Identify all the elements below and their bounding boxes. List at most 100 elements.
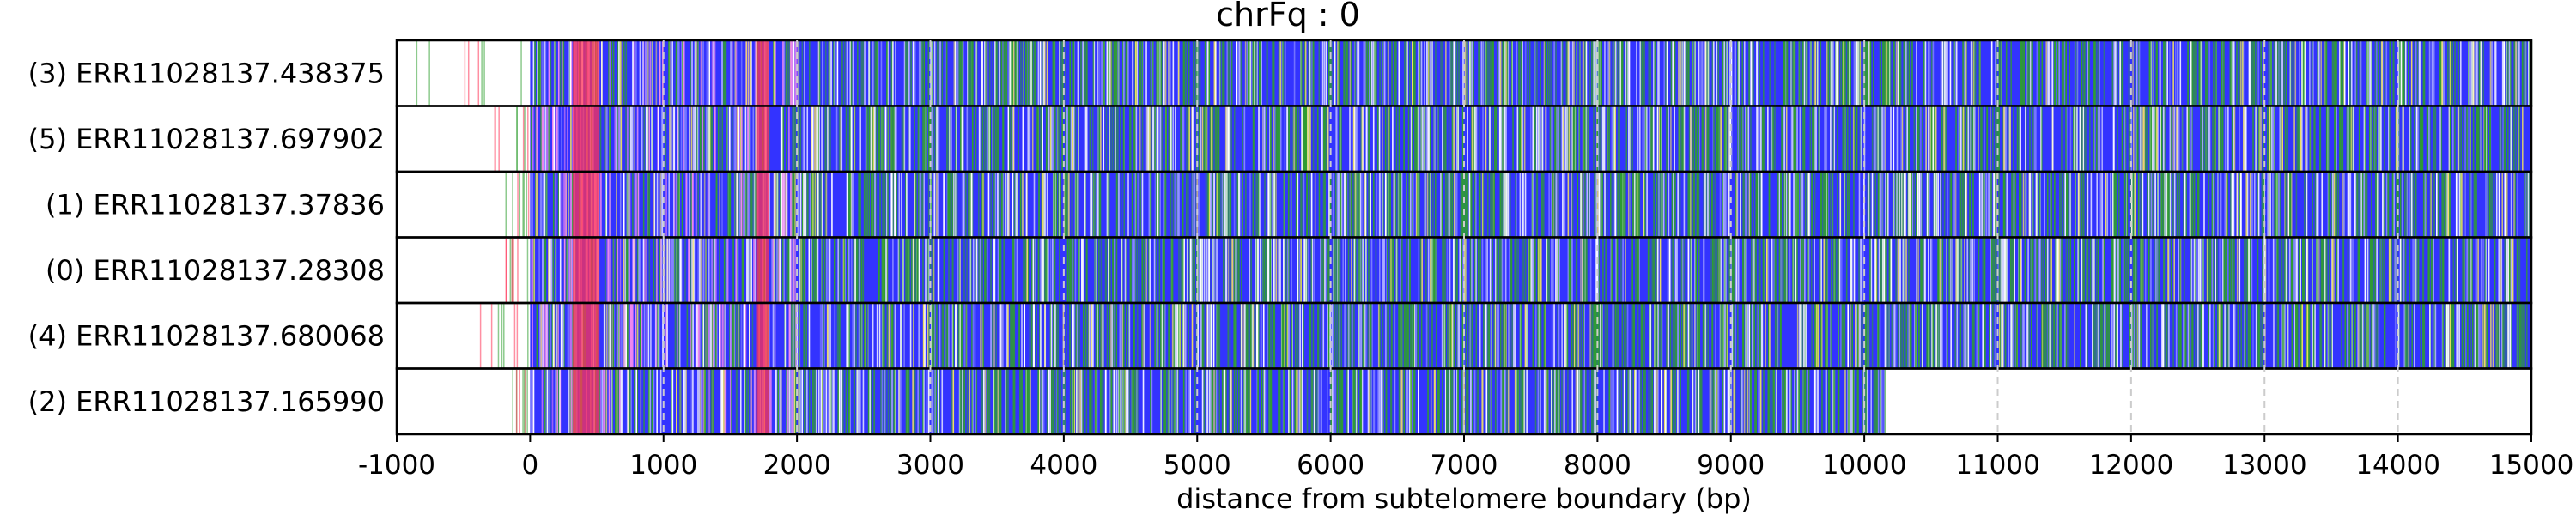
variant-stripe: [933, 172, 935, 238]
variant-stripe: [2081, 106, 2083, 172]
variant-stripe: [1042, 40, 1045, 106]
variant-stripe: [2241, 40, 2244, 106]
variant-stripe: [646, 237, 647, 303]
variant-stripe: [834, 40, 836, 106]
variant-stripe: [787, 40, 788, 106]
variant-stripe: [1339, 106, 1340, 172]
variant-stripe: [917, 172, 920, 238]
variant-stripe: [999, 40, 1001, 106]
variant-stripe: [2083, 40, 2085, 106]
variant-stripe: [2047, 40, 2049, 106]
variant-stripe: [2400, 237, 2403, 303]
variant-stripe: [2518, 40, 2520, 106]
variant-stripe: [1297, 172, 1299, 238]
variant-stripe: [1216, 237, 1218, 303]
variant-stripe: [1423, 106, 1425, 172]
variant-stripe: [2415, 237, 2417, 303]
variant-stripe: [1227, 237, 1230, 303]
variant-stripe: [2132, 106, 2135, 172]
variant-stripe: [1230, 172, 1232, 238]
variant-stripe: [1893, 172, 1895, 238]
variant-stripe: [2251, 40, 2253, 106]
variant-stripe: [1432, 172, 1434, 238]
variant-stripe: [1022, 40, 1024, 106]
variant-stripe: [2272, 237, 2275, 303]
variant-stripe: [1318, 40, 1321, 106]
variant-stripe: [2260, 40, 2262, 106]
variant-stripe: [2404, 237, 2407, 303]
variant-stripe: [1215, 172, 1218, 238]
variant-stripe: [962, 40, 964, 106]
variant-stripe: [843, 40, 846, 106]
variant-stripe: [1708, 172, 1710, 238]
variant-stripe: [2197, 172, 2199, 238]
variant-stripe: [957, 40, 960, 106]
variant-stripe: [1431, 237, 1432, 303]
variant-stripe: [969, 40, 971, 106]
variant-stripe: [1998, 106, 2000, 172]
variant-stripe: [538, 40, 540, 106]
variant-stripe: [709, 106, 712, 172]
variant-stripe: [951, 237, 954, 303]
variant-stripe: [786, 237, 788, 303]
variant-stripe: [1442, 106, 1443, 172]
variant-stripe: [2301, 40, 2303, 106]
variant-stripe: [1080, 40, 1082, 106]
variant-stripe: [1348, 172, 1351, 238]
variant-stripe: [1327, 106, 1329, 172]
variant-stripe: [1344, 40, 1346, 106]
variant-stripe: [2257, 40, 2260, 106]
variant-stripe: [1399, 172, 1401, 238]
variant-stripe: [1502, 40, 1504, 106]
variant-stripe: [1421, 106, 1423, 172]
variant-stripe: [2255, 106, 2257, 172]
variant-stripe: [740, 40, 743, 106]
variant-stripe: [1887, 172, 1889, 238]
variant-stripe: [1789, 237, 1791, 303]
variant-stripe: [1288, 106, 1290, 172]
variant-stripe: [2402, 40, 2403, 106]
variant-stripe: [792, 106, 793, 172]
variant-stripe: [1881, 106, 1883, 172]
variant-stripe: [2003, 106, 2005, 172]
variant-stripe: [1725, 237, 1727, 303]
variant-stripe: [748, 237, 750, 303]
variant-stripe: [1886, 40, 1889, 106]
variant-stripe: [2105, 172, 2107, 238]
variant-stripe: [532, 237, 534, 303]
variant-stripe: [1490, 172, 1492, 238]
variant-stripe: [1974, 40, 1977, 106]
variant-stripe: [2351, 237, 2353, 303]
variant-stripe: [1826, 106, 1828, 172]
variant-stripe: [2333, 40, 2336, 106]
variant-stripe: [2366, 40, 2368, 106]
variant-stripe: [2048, 40, 2050, 106]
variant-stripe: [1520, 40, 1522, 106]
variant-stripe: [1290, 106, 1292, 172]
variant-stripe: [1027, 237, 1030, 303]
variant-stripe: [1172, 172, 1175, 238]
variant-stripe: [2209, 237, 2211, 303]
variant-stripe: [2278, 172, 2280, 238]
variant-stripe: [2186, 106, 2188, 172]
variant-stripe: [2361, 172, 2364, 238]
variant-stripe: [2196, 237, 2197, 303]
variant-stripe: [523, 172, 525, 238]
variant-stripe: [1780, 172, 1783, 238]
variant-stripe: [1369, 40, 1370, 106]
variant-stripe: [1902, 172, 1904, 238]
variant-stripe: [1164, 172, 1167, 238]
variant-stripe: [556, 106, 559, 172]
variant-stripe: [1370, 40, 1373, 106]
variant-stripe: [600, 172, 602, 238]
variant-stripe: [2252, 106, 2254, 172]
variant-stripe: [1663, 172, 1665, 238]
variant-stripe: [731, 40, 733, 106]
variant-stripe: [1358, 172, 1361, 238]
variant-stripe: [1881, 172, 1884, 238]
variant-stripe: [2418, 40, 2420, 106]
variant-stripe: [612, 237, 615, 303]
variant-stripe: [2244, 237, 2245, 303]
variant-stripe: [956, 106, 957, 172]
variant-stripe: [756, 172, 757, 238]
